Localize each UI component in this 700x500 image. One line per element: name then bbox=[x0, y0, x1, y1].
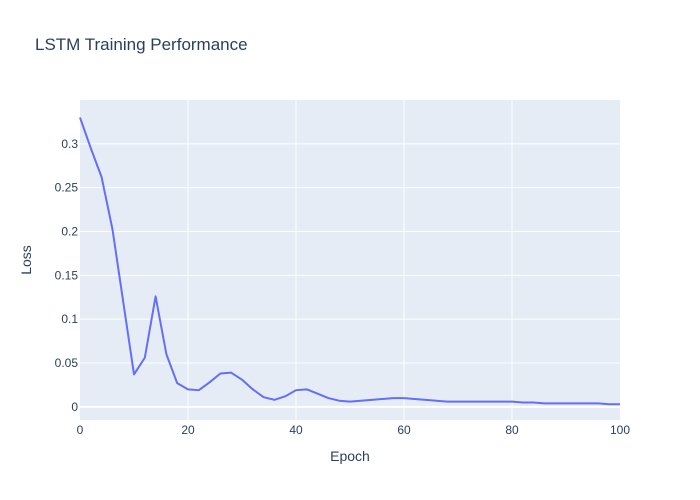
x-axis-ticks: 0 20 40 60 80 100 bbox=[77, 423, 631, 437]
x-tick-label: 80 bbox=[505, 423, 519, 437]
series-layer bbox=[79, 117, 620, 406]
y-tick-label: 0.05 bbox=[55, 356, 79, 370]
y-tick-label: 0.1 bbox=[61, 312, 78, 326]
plot-background bbox=[80, 100, 620, 420]
y-axis-ticks: 0 0.05 0.1 0.15 0.2 0.25 0.3 bbox=[55, 137, 79, 414]
y-tick-label: 0.15 bbox=[55, 268, 79, 282]
x-tick-label: 20 bbox=[181, 423, 195, 437]
chart-title: LSTM Training Performance bbox=[35, 35, 248, 54]
series-line bbox=[79, 117, 620, 406]
y-tick-label: 0.2 bbox=[61, 225, 78, 239]
x-tick-label: 60 bbox=[397, 423, 411, 437]
y-tick-label: 0.25 bbox=[55, 181, 79, 195]
x-tick-label: 40 bbox=[289, 423, 303, 437]
x-axis-title: Epoch bbox=[330, 448, 370, 464]
y-axis-title: Loss bbox=[18, 245, 34, 275]
y-tick-label: 0 bbox=[71, 400, 78, 414]
x-tick-label: 0 bbox=[77, 423, 84, 437]
y-tick-label: 0.3 bbox=[61, 137, 78, 151]
x-tick-label: 100 bbox=[610, 423, 630, 437]
